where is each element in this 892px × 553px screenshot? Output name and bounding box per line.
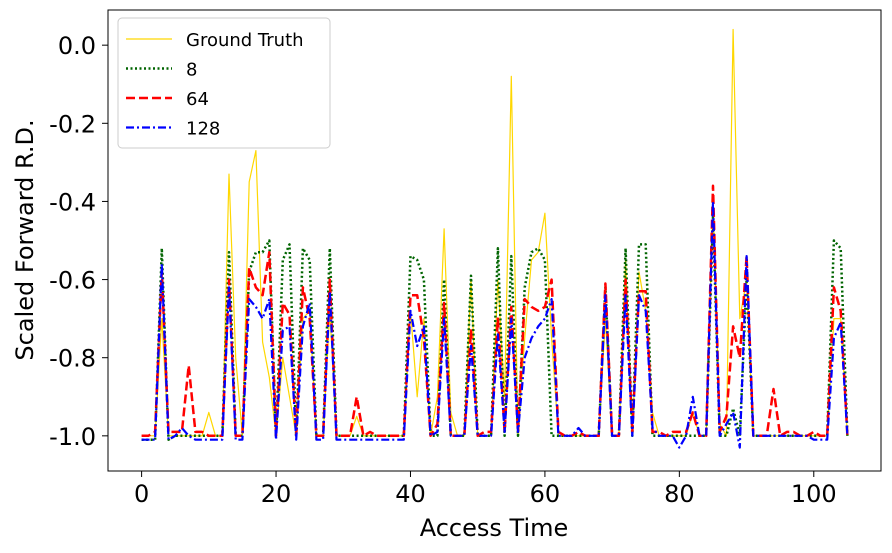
x-tick-label: 0	[134, 480, 149, 508]
legend-label-2: 64	[186, 89, 209, 110]
y-tick-label: 0.0	[58, 32, 96, 60]
x-tick-label: 20	[261, 480, 292, 508]
y-axis-ticks: 0.0 -0.2 -0.4 -0.6 -0.8 -1.0	[49, 32, 108, 451]
legend-box	[117, 17, 331, 149]
y-axis-label: Scaled Forward R.D.	[11, 119, 39, 360]
legend: Ground Truth 8 64 128	[117, 17, 331, 149]
series-line-3	[141, 200, 849, 449]
y-tick-label: -0.4	[49, 188, 96, 216]
axes-frame	[107, 9, 882, 472]
x-axis-ticks: 0 20 40 60 80 100	[134, 471, 837, 508]
legend-label-0: Ground Truth	[186, 30, 304, 51]
x-tick-label: 40	[395, 480, 426, 508]
x-tick-label: 100	[791, 480, 837, 508]
legend-label-1: 8	[186, 60, 197, 81]
series-line-1	[141, 215, 849, 441]
x-tick-label: 60	[530, 480, 561, 508]
x-axis-label: Access Time	[420, 514, 569, 542]
x-tick-label: 80	[664, 480, 695, 508]
y-tick-label: -0.6	[49, 267, 96, 295]
y-tick-label: -0.2	[49, 110, 96, 138]
plot-lines	[141, 28, 849, 449]
legend-label-3: 128	[186, 119, 220, 140]
y-tick-label: -0.8	[49, 345, 96, 373]
y-tick-label: -1.0	[49, 423, 96, 451]
series-line-2	[141, 184, 849, 438]
